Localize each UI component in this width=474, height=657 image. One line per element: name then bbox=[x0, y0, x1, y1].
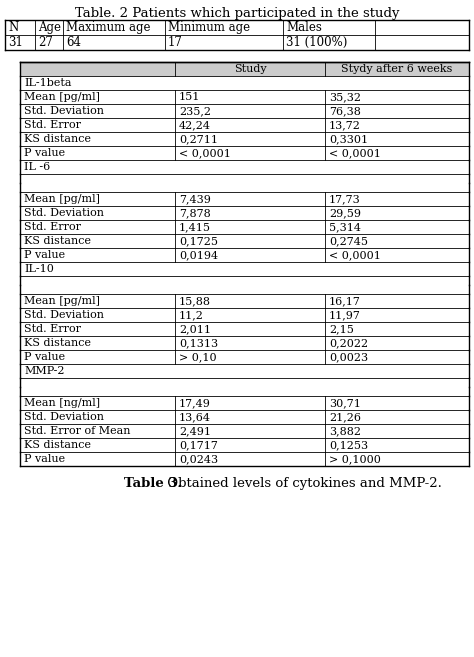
Text: 21,26: 21,26 bbox=[329, 412, 361, 422]
Text: 64: 64 bbox=[66, 36, 81, 49]
Text: 0,0023: 0,0023 bbox=[329, 352, 368, 362]
Text: 0,0194: 0,0194 bbox=[179, 250, 218, 260]
Text: 11,2: 11,2 bbox=[179, 310, 204, 320]
Text: 0,1725: 0,1725 bbox=[179, 236, 218, 246]
Text: 2,491: 2,491 bbox=[179, 426, 211, 436]
Text: 42,24: 42,24 bbox=[179, 120, 211, 130]
Text: 2,15: 2,15 bbox=[329, 324, 354, 334]
Text: 235,2: 235,2 bbox=[179, 106, 211, 116]
Text: 5,314: 5,314 bbox=[329, 222, 361, 232]
Text: > 0,10: > 0,10 bbox=[179, 352, 217, 362]
Text: Mean [pg/ml]: Mean [pg/ml] bbox=[24, 92, 100, 102]
Text: 0,2022: 0,2022 bbox=[329, 338, 368, 348]
Text: P value: P value bbox=[24, 148, 65, 158]
Text: Mean [ng/ml]: Mean [ng/ml] bbox=[24, 398, 100, 408]
Text: Table. 2 Patients which participated in the study: Table. 2 Patients which participated in … bbox=[75, 7, 399, 20]
Text: Std. Error: Std. Error bbox=[24, 222, 81, 232]
Text: 17: 17 bbox=[168, 36, 183, 49]
Text: 0,1253: 0,1253 bbox=[329, 440, 368, 450]
Text: MMP-2: MMP-2 bbox=[24, 366, 64, 376]
Text: Std. Deviation: Std. Deviation bbox=[24, 208, 104, 218]
Text: KS distance: KS distance bbox=[24, 134, 91, 144]
Text: 2,011: 2,011 bbox=[179, 324, 211, 334]
Text: Stydy after 6 weeks: Stydy after 6 weeks bbox=[341, 64, 453, 74]
Text: 29,59: 29,59 bbox=[329, 208, 361, 218]
Text: 3,882: 3,882 bbox=[329, 426, 361, 436]
Text: IL-1beta: IL-1beta bbox=[24, 78, 72, 88]
Text: Std. Error: Std. Error bbox=[24, 324, 81, 334]
Text: N: N bbox=[8, 21, 18, 34]
Text: IL -6: IL -6 bbox=[24, 162, 50, 172]
Text: Std. Error: Std. Error bbox=[24, 120, 81, 130]
Text: IL-10: IL-10 bbox=[24, 264, 54, 274]
Text: 31: 31 bbox=[8, 36, 23, 49]
Text: 35,32: 35,32 bbox=[329, 92, 361, 102]
Text: Std. Error of Mean: Std. Error of Mean bbox=[24, 426, 130, 436]
Text: Minimum age: Minimum age bbox=[168, 21, 250, 34]
Text: 13,64: 13,64 bbox=[179, 412, 211, 422]
Text: 1,415: 1,415 bbox=[179, 222, 211, 232]
Text: 16,17: 16,17 bbox=[329, 296, 361, 306]
Text: 7,878: 7,878 bbox=[179, 208, 211, 218]
Text: 0,0243: 0,0243 bbox=[179, 454, 218, 464]
Bar bbox=[20, 62, 469, 76]
Text: KS distance: KS distance bbox=[24, 236, 91, 246]
Text: > 0,1000: > 0,1000 bbox=[329, 454, 381, 464]
Text: Study: Study bbox=[234, 64, 266, 74]
Text: 17,73: 17,73 bbox=[329, 194, 361, 204]
Text: Obtained levels of cytokines and MMP-2.: Obtained levels of cytokines and MMP-2. bbox=[164, 477, 442, 490]
Text: < 0,0001: < 0,0001 bbox=[329, 148, 381, 158]
Text: P value: P value bbox=[24, 454, 65, 464]
Text: Mean [pg/ml]: Mean [pg/ml] bbox=[24, 194, 100, 204]
Text: 13,72: 13,72 bbox=[329, 120, 361, 130]
Text: < 0,0001: < 0,0001 bbox=[329, 250, 381, 260]
Text: 151: 151 bbox=[179, 92, 201, 102]
Text: 0,2711: 0,2711 bbox=[179, 134, 218, 144]
Text: Std. Deviation: Std. Deviation bbox=[24, 106, 104, 116]
Text: P value: P value bbox=[24, 250, 65, 260]
Text: Males: Males bbox=[286, 21, 322, 34]
Text: Table 3.: Table 3. bbox=[124, 477, 182, 490]
Text: KS distance: KS distance bbox=[24, 440, 91, 450]
Text: 76,38: 76,38 bbox=[329, 106, 361, 116]
Text: Mean [pg/ml]: Mean [pg/ml] bbox=[24, 296, 100, 306]
Text: 31 (100%): 31 (100%) bbox=[286, 36, 347, 49]
Text: Age: Age bbox=[38, 21, 61, 34]
Text: P value: P value bbox=[24, 352, 65, 362]
Text: Std. Deviation: Std. Deviation bbox=[24, 310, 104, 320]
Text: < 0,0001: < 0,0001 bbox=[179, 148, 231, 158]
Text: 11,97: 11,97 bbox=[329, 310, 361, 320]
Text: 0,1313: 0,1313 bbox=[179, 338, 218, 348]
Text: 7,439: 7,439 bbox=[179, 194, 211, 204]
Text: Std. Deviation: Std. Deviation bbox=[24, 412, 104, 422]
Text: 27: 27 bbox=[38, 36, 53, 49]
Text: 0,1717: 0,1717 bbox=[179, 440, 218, 450]
Text: 15,88: 15,88 bbox=[179, 296, 211, 306]
Text: KS distance: KS distance bbox=[24, 338, 91, 348]
Text: 30,71: 30,71 bbox=[329, 398, 361, 408]
Text: 17,49: 17,49 bbox=[179, 398, 211, 408]
Text: 0,2745: 0,2745 bbox=[329, 236, 368, 246]
Text: Maximum age: Maximum age bbox=[66, 21, 151, 34]
Text: 0,3301: 0,3301 bbox=[329, 134, 368, 144]
